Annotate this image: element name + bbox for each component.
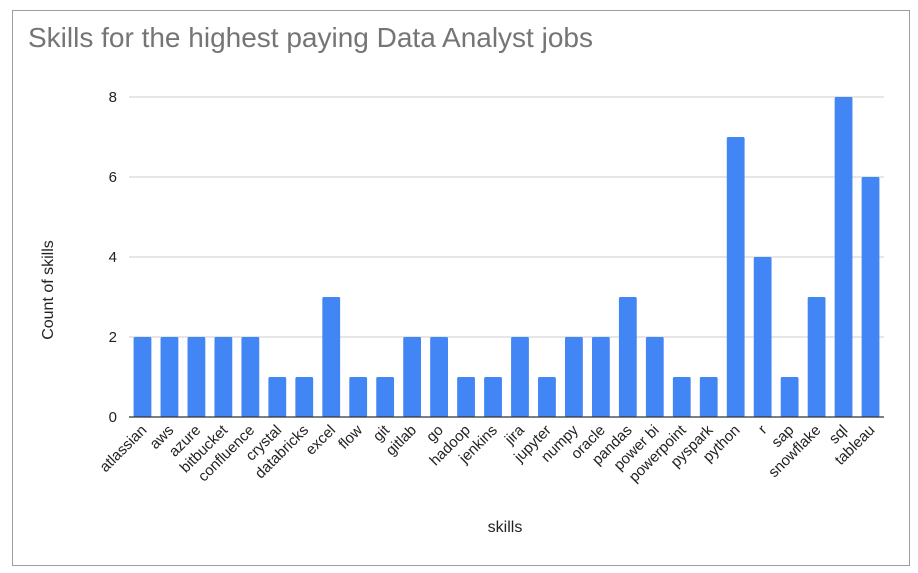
bar-sap — [780, 377, 799, 417]
x-axis-ticks: atlassianawsazurebitbucketconfluencecrys… — [96, 421, 878, 486]
bar-pandas — [618, 297, 637, 417]
y-tick-label: 6 — [109, 169, 117, 186]
bar-atlassian — [133, 337, 152, 417]
bar-gitlab — [403, 337, 422, 417]
bar-databricks — [295, 377, 314, 417]
bar-pyspark — [699, 377, 718, 417]
bar-aws — [160, 337, 179, 417]
bars — [133, 97, 880, 417]
bar-snowflake — [807, 297, 826, 417]
bar-bitbucket — [214, 337, 233, 417]
bar-numpy — [565, 337, 583, 417]
bar-go — [430, 337, 448, 417]
x-tick-label: excel — [302, 422, 339, 459]
bar-excel — [322, 297, 341, 417]
bar-azure — [187, 337, 206, 417]
y-tick-label: 2 — [109, 329, 117, 346]
bar-r — [753, 257, 772, 417]
bar-powerpoint — [672, 377, 691, 417]
bar-oracle — [591, 337, 610, 417]
bar-power-bi — [645, 337, 664, 417]
bar-confluence — [241, 337, 260, 417]
y-tick-label: 4 — [109, 249, 117, 266]
bar-jira — [511, 337, 529, 417]
bar-jenkins — [484, 377, 502, 417]
x-tick-label: atlassian — [96, 422, 150, 476]
bar-tableau — [861, 177, 880, 417]
y-tick-label: 0 — [109, 409, 117, 426]
y-tick-label: 8 — [109, 89, 117, 106]
y-axis-ticks: 0 2 4 6 8 — [109, 89, 117, 426]
x-tick-label: r — [755, 422, 771, 438]
bar-crystal — [268, 377, 287, 417]
bar-sql — [834, 97, 853, 417]
bar-hadoop — [457, 377, 475, 417]
bar-flow — [349, 377, 368, 417]
x-axis-title: skills — [487, 519, 523, 536]
x-tick-label: gitlab — [383, 422, 420, 459]
bar-python — [726, 137, 745, 417]
bar-git — [376, 377, 395, 417]
bar-jupyter — [538, 377, 556, 417]
chart-title: Skills for the highest paying Data Analy… — [28, 22, 593, 53]
x-tick-label: flow — [335, 422, 366, 453]
x-tick-label: snowflake — [765, 422, 824, 481]
